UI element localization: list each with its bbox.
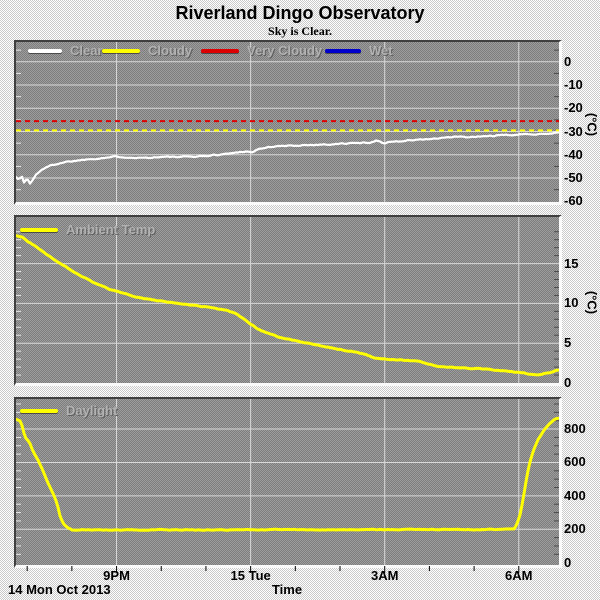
ambient-temperature-chart: Ambient Temp [14,215,562,386]
legend-label: Wet [369,43,393,58]
sky-status-text: Sky is Clear. [268,24,332,38]
legend-line-swatch [20,408,58,413]
ambient-temperature-ytick-label: 10 [564,295,579,311]
sky-conditions-chart: Clear Cloudy Very Cloudy Wet [14,40,562,205]
legend-line-swatch [28,48,62,53]
legend-item-daylight: Daylight [20,403,118,418]
sky-conditions-ytick-label: -30 [564,123,583,139]
ambient-temperature-plot-area [16,217,559,383]
sky-conditions-ytick-label: -60 [564,193,583,209]
ambient-temperature-ytick-label: 5 [564,335,572,351]
xtick-label-9pm: 9PM [103,568,130,583]
xtick-label-3am: 3AM [370,568,399,583]
sky-conditions-ytick-label: 0 [564,53,572,69]
daylight-ytick-label: 400 [564,487,586,503]
daylight-ytick-label: 600 [564,454,586,470]
daylight-plot-area [16,399,559,565]
sky-conditions-trace-clear [16,131,559,185]
sky-conditions-ytick-label: -10 [564,77,583,93]
daylight-ytick-label: 800 [564,421,586,437]
daylight-trace-daylight [16,416,559,532]
legend-line-swatch [20,227,58,232]
daylight-ytick-label: 200 [564,521,586,537]
sky-conditions-ytick-label: -50 [564,170,583,186]
xtick-label-15-tue: 15 Tue [230,568,271,583]
ambient-temperature-unit-label: (°C) [584,290,600,315]
legend-label: Clear [70,43,103,58]
sky-conditions-plot-area [16,42,559,202]
daylight-ytick-label: 0 [564,554,572,570]
legend-label: Daylight [66,403,118,418]
legend-item-wet: Wet [325,43,393,58]
legend-label: Cloudy [148,43,193,58]
legend-label: Ambient Temp [66,222,156,237]
ambient-temperature-trace-ambient-temp [16,234,559,377]
legend-item-ambient-temp: Ambient Temp [20,222,156,237]
legend-line-swatch [325,48,361,53]
legend-item-clear: Clear [28,43,103,58]
xtick-label-6am: 6AM [505,568,533,583]
page-title: Riverland Dingo Observatory [175,3,425,23]
sky-conditions-unit-label: (°C) [584,112,600,137]
ambient-temperature-ytick-label: 15 [564,255,579,271]
date-label: 14 Mon Oct 2013 [8,582,111,597]
ambient-temperature-ytick-label: 0 [564,375,572,390]
x-axis-title: Time [271,582,303,597]
legend-label: Very Cloudy [247,43,323,58]
time-axis-ticks [26,566,520,573]
sky-conditions-ytick-label: -40 [564,146,583,162]
legend-line-swatch [102,48,140,53]
daylight-chart: Daylight [14,397,562,568]
sky-conditions-ytick-label: -20 [564,100,583,116]
legend-item-very-cloudy: Very Cloudy [201,43,323,58]
legend-line-swatch [201,48,239,53]
legend-item-cloudy: Cloudy [102,43,193,58]
